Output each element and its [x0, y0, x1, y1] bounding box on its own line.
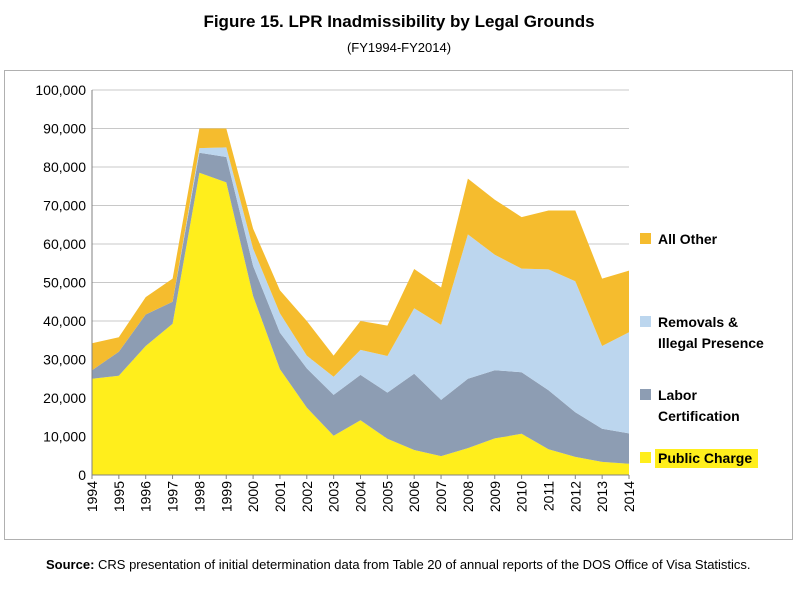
- legend-label: Public Charge: [658, 450, 752, 466]
- y-tick-label: 90,000: [43, 121, 86, 137]
- x-tick-label: 2014: [621, 481, 637, 512]
- x-tick-label: 1998: [191, 481, 207, 512]
- chart-title: Figure 15. LPR Inadmissibility by Legal …: [203, 12, 595, 31]
- legend-item: All Other: [640, 231, 718, 247]
- legend-highlight: [655, 449, 758, 468]
- legend-label-line2: Certification: [658, 408, 740, 424]
- area-removals-illegal-presence: [92, 147, 629, 434]
- x-tick-label: 2002: [299, 481, 315, 512]
- x-tick-label: 1995: [111, 481, 127, 512]
- x-tick-label: 1999: [218, 481, 234, 512]
- legend-swatch: [640, 389, 651, 400]
- legend-label: Labor: [658, 387, 697, 403]
- x-tick-label: 2013: [594, 481, 610, 512]
- legend-item: Removals & Illegal Presence: [640, 314, 764, 351]
- legend-label-line2: Illegal Presence: [658, 335, 764, 351]
- x-tick-label: 2003: [326, 481, 342, 512]
- x-tick-label: 2010: [514, 481, 530, 512]
- x-tick-label: 2000: [245, 481, 261, 512]
- chart-frame: [4, 70, 793, 540]
- y-tick-label: 20,000: [43, 390, 86, 406]
- area-labor-certification: [92, 152, 629, 464]
- source-label: Source:: [46, 557, 95, 572]
- legend-swatch: [640, 233, 651, 244]
- y-tick-label: 100,000: [35, 82, 86, 98]
- x-tick-label: 2005: [379, 481, 395, 512]
- y-tick-label: 60,000: [43, 236, 86, 252]
- x-tick-label: 2009: [487, 481, 503, 512]
- area-public-charge: [92, 172, 629, 476]
- x-tick-label: 2011: [540, 481, 556, 511]
- y-tick-label: 80,000: [43, 159, 86, 175]
- y-tick-label: 50,000: [43, 275, 86, 291]
- x-tick-label: 2004: [353, 481, 369, 512]
- x-tick-label: 2006: [406, 481, 422, 512]
- y-tick-label: 10,000: [43, 429, 86, 445]
- source-note: Source: CRS presentation of initial dete…: [46, 556, 786, 573]
- area-all-other: [92, 128, 629, 377]
- x-tick-label: 2008: [460, 481, 476, 512]
- y-tick-label: 0: [78, 467, 86, 483]
- y-tick-label: 30,000: [43, 352, 86, 368]
- y-tick-label: 70,000: [43, 198, 86, 214]
- x-tick-label: 2007: [433, 481, 449, 512]
- legend-swatch: [640, 452, 651, 463]
- legend-label: Removals &: [658, 314, 738, 330]
- legend-label: All Other: [658, 231, 718, 247]
- stacked-area-chart: 0 10,000 20,000 30,000 40,000 50,000 60,000 70,…: [35, 82, 764, 512]
- legend-item: Public Charge: [640, 449, 758, 468]
- legend-swatch: [640, 316, 651, 327]
- source-text: CRS presentation of initial determinatio…: [94, 557, 751, 572]
- x-tick-label: 1996: [138, 481, 154, 512]
- x-tick-label: 1997: [165, 481, 181, 512]
- x-tick-label: 1994: [84, 481, 100, 512]
- x-tick-label: 2012: [567, 481, 583, 512]
- y-tick-label: 40,000: [43, 313, 86, 329]
- x-tick-label: 2001: [272, 481, 288, 512]
- legend-item: Labor Certification: [640, 387, 740, 424]
- chart-subtitle: (FY1994-FY2014): [346, 40, 452, 55]
